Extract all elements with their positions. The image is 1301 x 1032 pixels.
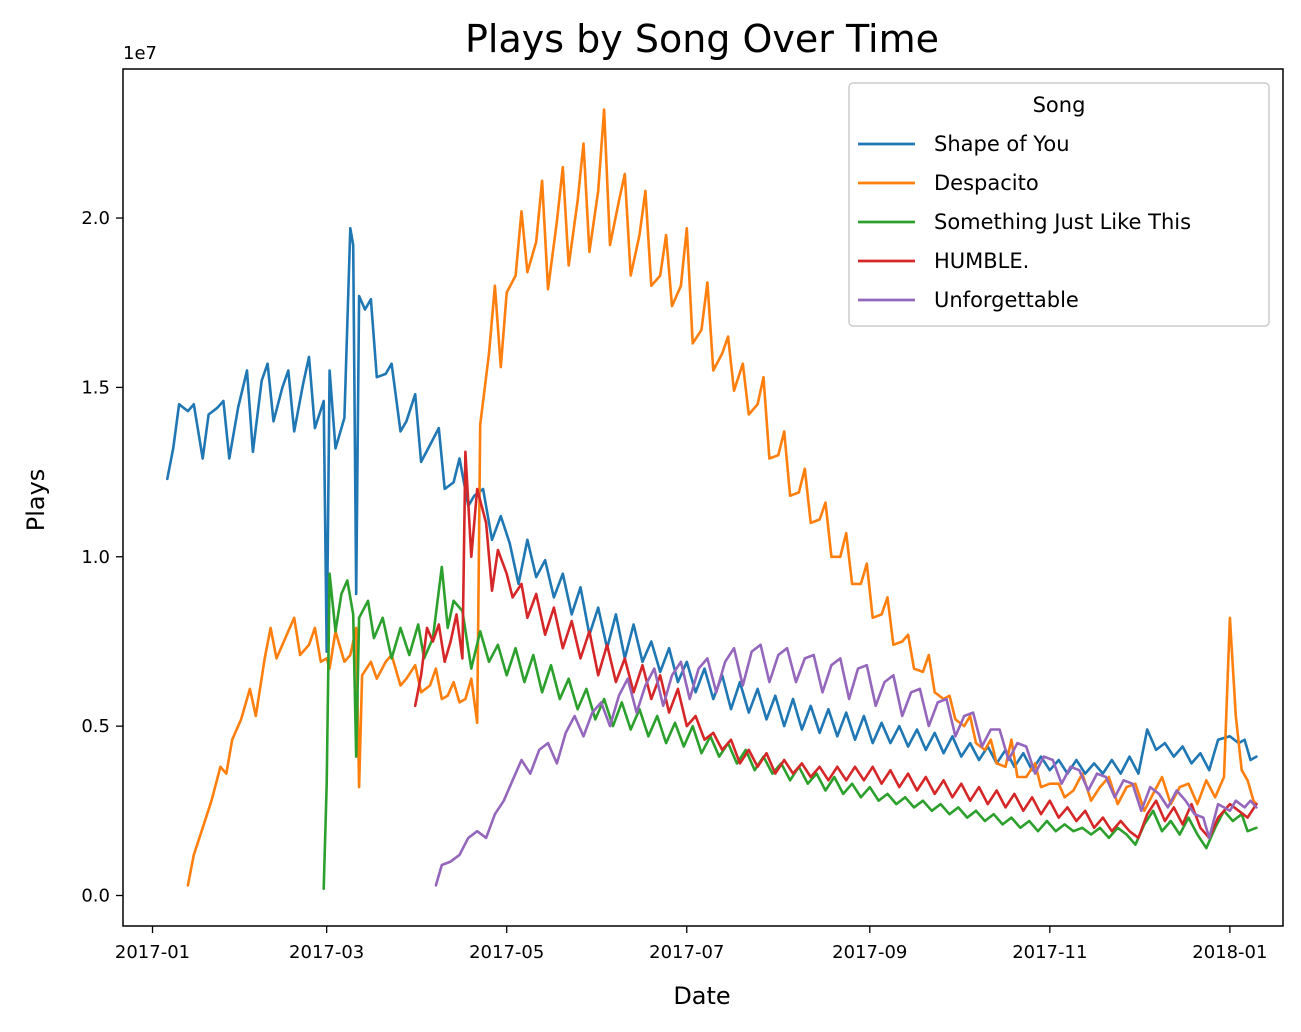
plot-area [166, 108, 1258, 891]
x-tick-label: 2017-09 [832, 942, 907, 963]
series-line-despacito [186, 108, 1258, 887]
x-tick-label: 2018-01 [1192, 942, 1267, 963]
y-tick-label: 0.5 [81, 716, 110, 737]
y-tick-label: 1.5 [81, 377, 110, 398]
y-tick-label: 2.0 [81, 208, 110, 229]
series-line-unforgettable [434, 643, 1258, 887]
x-axis-label: Date [673, 982, 730, 1010]
y-axis-label: Plays [22, 469, 50, 532]
legend-items: Shape of You Despacito Something Just Like… [858, 132, 1191, 312]
x-tick-label: 2017-01 [115, 942, 190, 963]
x-tick-label: 2017-07 [649, 942, 724, 963]
x-tick-label: 2017-11 [1012, 942, 1087, 963]
chart-title: Plays by Song Over Time [465, 17, 939, 61]
y-axis: 0.0 0.5 1.0 1.5 2.0 [81, 208, 123, 907]
axes-frame [122, 68, 1284, 927]
series-line-humble [413, 450, 1258, 840]
legend-label-despacito: Despacito [934, 171, 1039, 195]
y-axis-multiplier: 1e7 [123, 43, 157, 64]
y-tick-label: 0.0 [81, 886, 110, 907]
y-tick-label: 1.0 [81, 547, 110, 568]
legend-label-unforgettable: Unforgettable [934, 288, 1079, 312]
legend-label-something-just-like-this: Something Just Like This [934, 210, 1191, 234]
legend: Song Shape of You Despacito Something Just… [848, 82, 1270, 327]
x-tick-label: 2017-05 [469, 942, 544, 963]
x-tick-label: 2017-03 [289, 942, 364, 963]
legend-title: Song [1033, 93, 1086, 117]
legend-label-humble: HUMBLE. [934, 249, 1029, 273]
legend-box [848, 82, 1270, 327]
series-line-shape-of-you [166, 226, 1258, 775]
x-axis: 2017-01 2017-03 2017-05 2017-07 2017-09 2017-… [115, 926, 1267, 963]
series-line-something-just-like-this [322, 565, 1258, 891]
legend-label-shape-of-you: Shape of You [934, 132, 1070, 156]
